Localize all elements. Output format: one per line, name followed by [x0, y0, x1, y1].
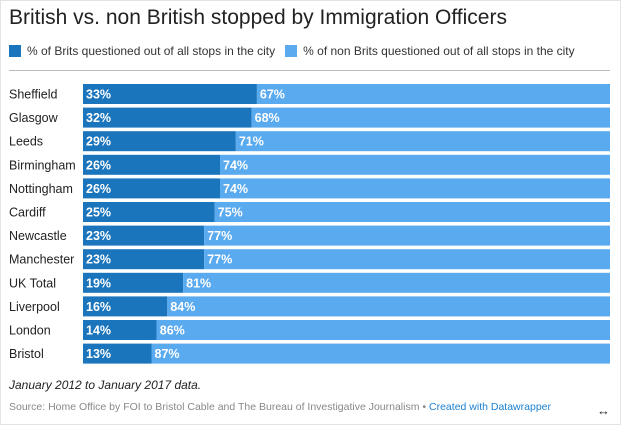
value-label-nottingham-non-brits: 74% — [223, 182, 248, 196]
value-label-manchester-non-brits: 77% — [207, 253, 232, 267]
category-label-uk-total: UK Total — [9, 276, 56, 290]
category-label-leeds: Leeds — [9, 135, 43, 149]
bar-sheffield-brits — [83, 84, 257, 104]
bar-liverpool-non-brits — [167, 296, 610, 317]
legend: % of Brits questioned out of all stops i… — [9, 44, 585, 58]
value-label-bristol-brits: 13% — [86, 347, 111, 361]
bar-sheffield-non-brits — [256, 84, 610, 104]
legend-label-non-brits: % of non Brits questioned out of all sto… — [303, 44, 575, 58]
legend-swatch-brits — [9, 45, 21, 57]
value-label-cardiff-non-brits: 75% — [218, 206, 243, 220]
legend-item-brits: % of Brits questioned out of all stops i… — [9, 44, 275, 58]
bar-cardiff-non-brits — [214, 202, 610, 222]
bar-uk-total-non-brits — [183, 272, 610, 293]
bar-manchester-brits — [83, 249, 205, 270]
value-label-glasgow-brits: 32% — [86, 111, 111, 125]
source-footer: Source: Home Office by FOI to Bristol Ca… — [9, 401, 551, 413]
value-label-manchester-brits: 23% — [86, 253, 111, 267]
legend-swatch-non-brits — [285, 45, 298, 57]
value-label-liverpool-non-brits: 84% — [170, 300, 195, 314]
value-label-sheffield-non-brits: 67% — [260, 88, 285, 102]
bar-london-non-brits — [156, 320, 610, 340]
legend-item-non-brits: % of non Brits questioned out of all sto… — [285, 44, 575, 58]
value-label-newcastle-non-brits: 77% — [207, 229, 232, 243]
value-label-birmingham-brits: 26% — [86, 158, 111, 172]
value-label-cardiff-brits: 25% — [86, 206, 111, 220]
value-label-uk-total-brits: 19% — [86, 276, 111, 290]
value-label-nottingham-brits: 26% — [86, 182, 111, 196]
bar-liverpool-brits — [83, 296, 168, 317]
value-label-london-non-brits: 86% — [160, 324, 185, 338]
value-label-birmingham-non-brits: 74% — [223, 158, 248, 172]
bar-bristol-non-brits — [151, 343, 610, 364]
category-label-glasgow: Glasgow — [9, 111, 59, 125]
bar-birmingham-non-brits — [220, 154, 610, 175]
category-label-london: London — [9, 324, 51, 338]
bar-leeds-brits — [83, 131, 236, 152]
value-label-leeds-brits: 29% — [86, 135, 111, 149]
category-label-newcastle: Newcastle — [9, 229, 67, 243]
bar-nottingham-non-brits — [220, 178, 610, 199]
bar-manchester-non-brits — [204, 249, 610, 270]
legend-label-brits: % of Brits questioned out of all stops i… — [27, 44, 276, 58]
value-label-sheffield-brits: 33% — [86, 88, 111, 102]
value-label-liverpool-brits: 16% — [86, 300, 111, 314]
data-period-note: January 2012 to January 2017 data. — [9, 378, 202, 392]
bar-birmingham-brits — [83, 154, 221, 175]
category-label-manchester: Manchester — [9, 253, 74, 267]
category-label-nottingham: Nottingham — [9, 182, 73, 196]
value-label-glasgow-non-brits: 68% — [255, 111, 280, 125]
category-label-cardiff: Cardiff — [9, 206, 46, 220]
bar-glasgow-non-brits — [251, 107, 610, 128]
value-label-london-brits: 14% — [86, 324, 111, 338]
category-label-bristol: Bristol — [9, 347, 44, 361]
footer-separator: • — [422, 401, 427, 413]
category-label-liverpool: Liverpool — [9, 300, 60, 314]
category-label-birmingham: Birmingham — [9, 158, 76, 172]
value-label-newcastle-brits: 23% — [86, 229, 111, 243]
bar-cardiff-brits — [83, 202, 215, 222]
bar-glasgow-brits — [83, 107, 252, 128]
bar-london-brits — [83, 320, 157, 340]
bar-newcastle-brits — [83, 225, 205, 246]
bar-newcastle-non-brits — [204, 225, 610, 246]
resize-icon[interactable]: ↔ — [597, 403, 610, 418]
datawrapper-credit-link[interactable]: Created with Datawrapper — [429, 401, 551, 413]
value-label-uk-total-non-brits: 81% — [186, 276, 211, 290]
source-text: Source: Home Office by FOI to Bristol Ca… — [9, 401, 420, 413]
value-label-bristol-non-brits: 87% — [155, 347, 180, 361]
bar-nottingham-brits — [83, 178, 221, 199]
category-label-sheffield: Sheffield — [9, 88, 57, 102]
value-label-leeds-non-brits: 71% — [239, 135, 264, 149]
chart-title: British vs. non British stopped by Immig… — [9, 6, 507, 29]
bar-uk-total-brits — [83, 272, 184, 293]
bar-chart: Sheffield 33% 67% Glasgow 32% 68% Leeds 29% 71% B… — [9, 84, 610, 364]
legend-divider — [9, 70, 610, 71]
bar-bristol-brits — [83, 343, 152, 364]
bar-leeds-non-brits — [235, 131, 610, 152]
